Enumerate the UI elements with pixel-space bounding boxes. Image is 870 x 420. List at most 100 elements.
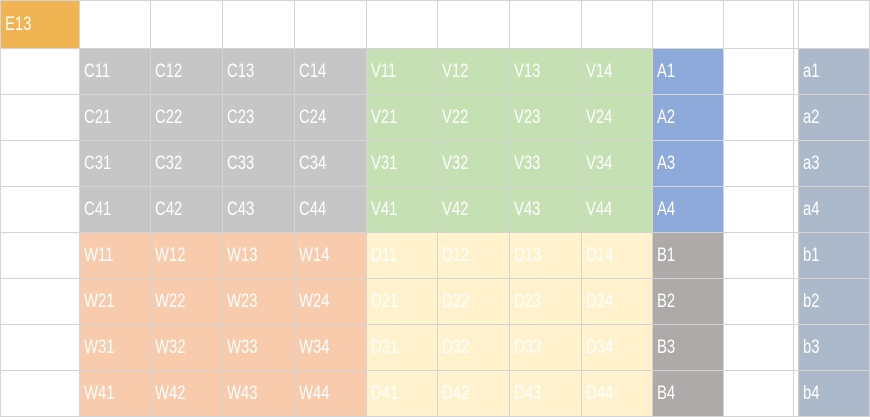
column-header-value[interactable]: 11: [508, 0, 582, 49]
block-v-cell[interactable]: V42: [437, 186, 510, 233]
block-d-cell[interactable]: D43: [508, 370, 582, 417]
block-d-cell[interactable]: D13: [508, 232, 582, 279]
block-w-cell[interactable]: W33: [222, 324, 295, 371]
spacer-cell[interactable]: [793, 370, 800, 417]
block-d-cell[interactable]: D12: [437, 232, 510, 279]
row-header-value[interactable]: 4: [0, 94, 80, 141]
block-w-cell[interactable]: W11: [78, 232, 152, 279]
vector-a-cell[interactable]: A4: [652, 186, 724, 233]
block-w-cell[interactable]: W22: [150, 278, 224, 325]
block-c-cell[interactable]: C14: [293, 48, 367, 95]
block-v-cell[interactable]: V14: [580, 48, 654, 95]
result-a-cell[interactable]: a2: [798, 94, 870, 141]
empty-cell[interactable]: [722, 48, 795, 95]
column-header-value[interactable]: 14: [437, 0, 510, 49]
block-d-cell[interactable]: D22: [437, 278, 510, 325]
column-header-value[interactable]: 7: [293, 0, 367, 49]
result-a-cell[interactable]: a4: [798, 186, 870, 233]
column-header-value[interactable]: 17: [580, 0, 654, 49]
block-d-cell[interactable]: D33: [508, 324, 582, 371]
empty-cell[interactable]: [722, 278, 795, 325]
block-c-cell[interactable]: C22: [150, 94, 224, 141]
block-v-cell[interactable]: V43: [508, 186, 582, 233]
block-v-cell[interactable]: V23: [508, 94, 582, 141]
block-d-cell[interactable]: D31: [365, 324, 439, 371]
block-c-cell[interactable]: C11: [78, 48, 152, 95]
block-c-cell[interactable]: C44: [293, 186, 367, 233]
row-header-value[interactable]: 16: [0, 232, 80, 279]
block-v-cell[interactable]: V31: [365, 140, 439, 187]
block-d-cell[interactable]: D24: [580, 278, 654, 325]
block-d-cell[interactable]: D23: [508, 278, 582, 325]
block-c-cell[interactable]: C12: [150, 48, 224, 95]
column-header-value[interactable]: 4: [150, 0, 224, 49]
name-box-cell[interactable]: E13: [0, 0, 80, 49]
block-d-cell[interactable]: D34: [580, 324, 654, 371]
empty-cell[interactable]: [722, 140, 795, 187]
vector-b-cell[interactable]: B3: [652, 324, 724, 371]
block-v-cell[interactable]: V11: [365, 48, 439, 95]
block-w-cell[interactable]: W43: [222, 370, 295, 417]
result-b-cell[interactable]: b4: [798, 370, 870, 417]
result-a-cell[interactable]: a1: [798, 48, 870, 95]
block-w-cell[interactable]: W12: [150, 232, 224, 279]
block-v-cell[interactable]: V13: [508, 48, 582, 95]
block-d-cell[interactable]: D21: [365, 278, 439, 325]
block-d-cell[interactable]: D41: [365, 370, 439, 417]
block-v-cell[interactable]: V22: [437, 94, 510, 141]
block-v-cell[interactable]: V34: [580, 140, 654, 187]
equals-sign-cell[interactable]: =: [722, 186, 795, 233]
vector-b-cell[interactable]: B1: [652, 232, 724, 279]
block-w-cell[interactable]: W24: [293, 278, 367, 325]
block-v-cell[interactable]: V21: [365, 94, 439, 141]
block-c-cell[interactable]: C33: [222, 140, 295, 187]
result-b-cell[interactable]: b3: [798, 324, 870, 371]
block-v-cell[interactable]: V33: [508, 140, 582, 187]
row-header-value[interactable]: 1: [0, 140, 80, 187]
block-c-cell[interactable]: C41: [78, 186, 152, 233]
block-v-cell[interactable]: V44: [580, 186, 654, 233]
result-b-cell[interactable]: b2: [798, 278, 870, 325]
block-d-cell[interactable]: D14: [580, 232, 654, 279]
row-header-value[interactable]: 11: [0, 324, 80, 371]
vector-a-cell[interactable]: A3: [652, 140, 724, 187]
block-w-cell[interactable]: W42: [150, 370, 224, 417]
block-w-cell[interactable]: W32: [150, 324, 224, 371]
empty-cell[interactable]: [798, 0, 870, 49]
vector-a-cell[interactable]: A1: [652, 48, 724, 95]
block-w-cell[interactable]: W41: [78, 370, 152, 417]
empty-cell[interactable]: [652, 0, 724, 49]
block-v-cell[interactable]: V12: [437, 48, 510, 95]
row-header-value[interactable]: 6: [0, 48, 80, 95]
block-d-cell[interactable]: D32: [437, 324, 510, 371]
block-d-cell[interactable]: D42: [437, 370, 510, 417]
block-d-cell[interactable]: D44: [580, 370, 654, 417]
row-header-value[interactable]: 14: [0, 278, 80, 325]
block-w-cell[interactable]: W14: [293, 232, 367, 279]
block-v-cell[interactable]: V41: [365, 186, 439, 233]
block-c-cell[interactable]: C42: [150, 186, 224, 233]
block-d-cell[interactable]: D11: [365, 232, 439, 279]
block-w-cell[interactable]: W34: [293, 324, 367, 371]
block-c-cell[interactable]: C43: [222, 186, 295, 233]
block-c-cell[interactable]: C24: [293, 94, 367, 141]
block-w-cell[interactable]: W13: [222, 232, 295, 279]
block-c-cell[interactable]: C31: [78, 140, 152, 187]
block-v-cell[interactable]: V32: [437, 140, 510, 187]
block-v-cell[interactable]: V24: [580, 94, 654, 141]
empty-cell[interactable]: [722, 0, 795, 49]
empty-cell[interactable]: [722, 370, 795, 417]
empty-cell[interactable]: [722, 324, 795, 371]
empty-cell[interactable]: [722, 232, 795, 279]
block-w-cell[interactable]: W21: [78, 278, 152, 325]
column-header-value[interactable]: 1: [222, 0, 295, 49]
vector-a-cell[interactable]: A2: [652, 94, 724, 141]
column-header-value[interactable]: 6: [78, 0, 152, 49]
result-b-cell[interactable]: b1: [798, 232, 870, 279]
vector-b-cell[interactable]: B2: [652, 278, 724, 325]
block-c-cell[interactable]: C21: [78, 94, 152, 141]
row-header-value[interactable]: 7: [0, 186, 80, 233]
empty-cell[interactable]: [722, 94, 795, 141]
column-header-value[interactable]: 16: [365, 0, 439, 49]
block-c-cell[interactable]: C13: [222, 48, 295, 95]
